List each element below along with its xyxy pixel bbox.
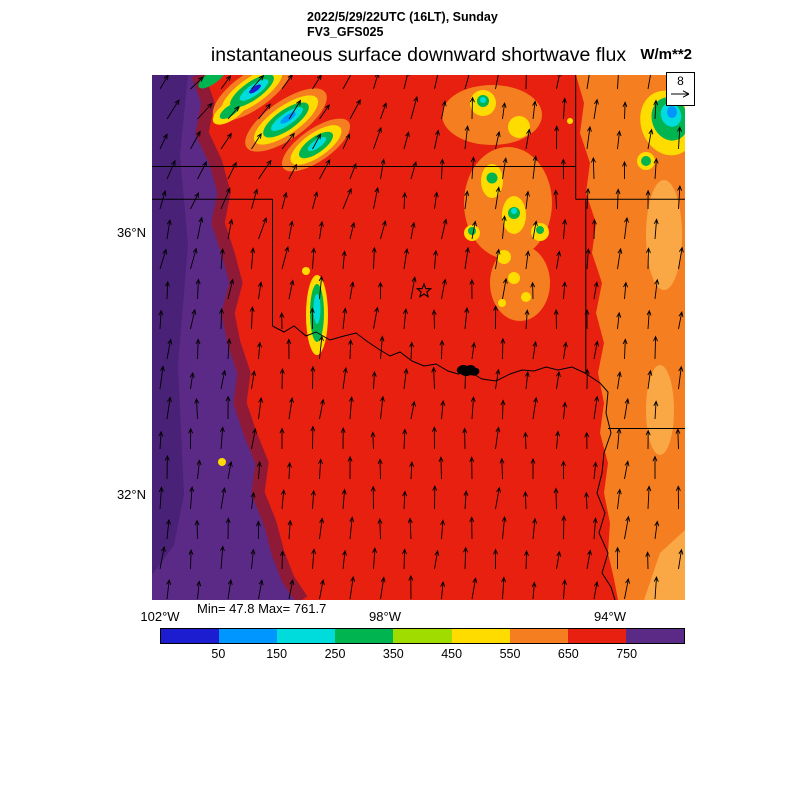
minmax-label: Min= 47.8 Max= 761.7	[197, 601, 327, 616]
lon-tick-label: 94°W	[594, 609, 626, 624]
colorbar-tick-label: 250	[324, 647, 346, 661]
lat-tick-label: 36°N	[116, 225, 146, 240]
colorbar-segment	[509, 629, 568, 643]
colorbar-segment	[277, 629, 336, 643]
cloud-blob	[641, 156, 651, 166]
colorbar-segment	[161, 629, 220, 643]
dark-purple-strip	[152, 75, 188, 575]
red-river-border	[272, 325, 586, 382]
lake-marker	[456, 364, 480, 377]
wind-reference-arrow-icon	[671, 90, 690, 98]
lon-tick-label: 98°W	[369, 609, 401, 624]
cloud-blob	[667, 106, 677, 118]
colorbar-tick-label: 650	[557, 647, 579, 661]
cloud-blob	[536, 226, 544, 234]
cloud-band-northwest	[198, 75, 351, 172]
cloud-blob	[567, 118, 573, 124]
cloud-blob	[218, 458, 226, 466]
colorbar-tick-label: 150	[266, 647, 288, 661]
cloud-blob	[644, 530, 685, 600]
colorbar-segment	[393, 629, 452, 643]
wind-arrows	[158, 75, 684, 600]
colorbar-tick-label: 750	[616, 647, 638, 661]
cloud-blob	[646, 365, 674, 455]
wind-reference-box: 8	[666, 72, 695, 106]
colorbar-segment	[451, 629, 510, 643]
cloud-blob	[486, 172, 498, 184]
lon-tick-label: 102°W	[140, 609, 180, 624]
cloud-blob	[646, 180, 682, 290]
cloud-blob	[249, 84, 261, 94]
cloud-blob	[508, 272, 520, 284]
cloud-blob	[313, 294, 321, 324]
colorbar-segments	[160, 628, 685, 644]
state-borders	[152, 75, 685, 429]
cloud-blob	[302, 267, 310, 275]
maroon-gradient-band	[191, 75, 308, 600]
wind-reference-value: 8	[677, 74, 684, 88]
cloud-blob	[219, 102, 241, 120]
header-model: FV3_GFS025	[307, 25, 384, 39]
cloud-blob	[198, 75, 226, 89]
colorbar-segment	[625, 629, 684, 643]
cloud-blob	[511, 208, 517, 214]
colorbar-tick-label: 350	[382, 647, 404, 661]
cloud-blob	[307, 136, 327, 152]
colorbar-tick-label: 50	[211, 647, 226, 661]
cloud-blob	[497, 250, 511, 264]
cloud-blob	[468, 227, 476, 235]
cloud-blob	[498, 299, 506, 307]
lat-tick-label: 32°N	[116, 487, 146, 502]
colorbar-tick-label: 550	[499, 647, 521, 661]
cloud-blob	[508, 116, 530, 138]
colorbar-tick-label: 450	[441, 647, 463, 661]
cloud-streak-west	[218, 118, 573, 466]
cloud-blob	[521, 292, 531, 302]
cloud-blob	[480, 97, 486, 103]
flux-region-west-high	[152, 75, 308, 600]
flux-map	[152, 75, 685, 600]
header-datetime: 2022/5/29/22UTC (16LT), Sunday	[307, 10, 498, 24]
colorbar-segment	[335, 629, 394, 643]
texas-east-border	[584, 372, 616, 600]
page-title: instantaneous surface downward shortwave…	[210, 44, 627, 66]
units-label: W/m**2	[640, 46, 692, 63]
flux-region-east-lower	[576, 75, 685, 600]
colorbar: 50 150 250 350 450 550 650 750	[160, 628, 685, 668]
station-star-marker	[415, 282, 433, 298]
colorbar-segment	[567, 629, 626, 643]
colorbar-segment	[219, 629, 278, 643]
